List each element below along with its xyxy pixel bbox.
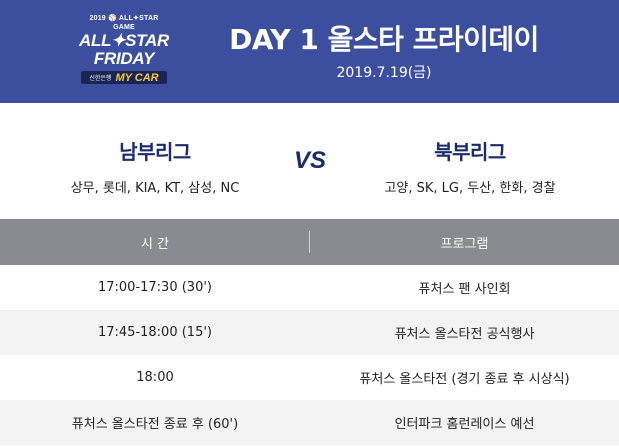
header-banner: 2019 ⚾ ALL✦STAR GAME ALL✦STAR FRIDAY 신한은… — [0, 0, 619, 103]
table-row: 17:00-17:30 (30') 퓨처스 팬 사인회 — [0, 265, 619, 310]
row-time: 17:00-17:30 (30') — [97, 280, 212, 295]
table-row: 18:00 퓨처스 올스타전 (경기 종료 후 시상식) — [0, 355, 619, 400]
row-time: 17:45-18:00 (15') — [97, 325, 212, 340]
north-league-clubs: 고양, SK, LG, 두산, 한화, 경찰 — [384, 181, 556, 196]
versus-label: VS — [293, 147, 326, 174]
table-row: 17:45-18:00 (15') 퓨처스 올스타전 공식행사 — [0, 310, 619, 355]
row-program: 퓨처스 올스타전 공식행사 — [394, 327, 535, 342]
row-time: 퓨처스 올스타전 종료 후 (60') — [71, 417, 239, 432]
logo-line1: ALL✦STAR — [79, 31, 169, 50]
row-program: 퓨처스 팬 사인회 — [418, 282, 511, 297]
schedule-table-header: 시 간 프로그램 — [0, 219, 619, 265]
header-time: 시 간 — [140, 236, 170, 252]
logo-car-text: MY CAR — [115, 71, 159, 84]
south-league-name: 남부리그 — [119, 140, 191, 164]
logo-top-text: 2019 ⚾ ALL✦STAR GAME — [89, 15, 159, 31]
event-date: 2019.7.19(금) — [336, 65, 432, 81]
row-time: 18:00 — [136, 370, 174, 385]
logo-bank-text: 신한은행 — [89, 76, 112, 82]
row-program: 인터파크 홈런레이스 예선 — [394, 417, 535, 432]
table-row: 퓨처스 올스타전 종료 후 (60') 인터파크 홈런레이스 예선 — [0, 400, 619, 445]
logo-sponsor-bar: 신한은행 MY CAR — [81, 71, 167, 84]
north-league-name: 북부리그 — [434, 140, 506, 164]
logo-line2: FRIDAY — [93, 49, 155, 68]
south-league: 남부리그 상무, 롯데, KIA, KT, 삼성, NC — [55, 136, 255, 196]
south-league-clubs: 상무, 롯데, KIA, KT, 삼성, NC — [70, 181, 240, 196]
schedule-table: 시 간 프로그램 17:00-17:30 (30') 퓨처스 팬 사인회 17:… — [0, 219, 619, 445]
allstar-friday-logo: 2019 ⚾ ALL✦STAR GAME ALL✦STAR FRIDAY 신한은… — [78, 14, 170, 88]
page-title: DAY 1 올스타 프라이데이 — [229, 23, 539, 56]
header-program: 프로그램 — [440, 236, 489, 252]
north-league: 북부리그 고양, SK, LG, 두산, 한화, 경찰 — [370, 136, 570, 196]
header-divider — [309, 231, 310, 253]
row-program: 퓨처스 올스타전 (경기 종료 후 시상식) — [359, 372, 570, 387]
